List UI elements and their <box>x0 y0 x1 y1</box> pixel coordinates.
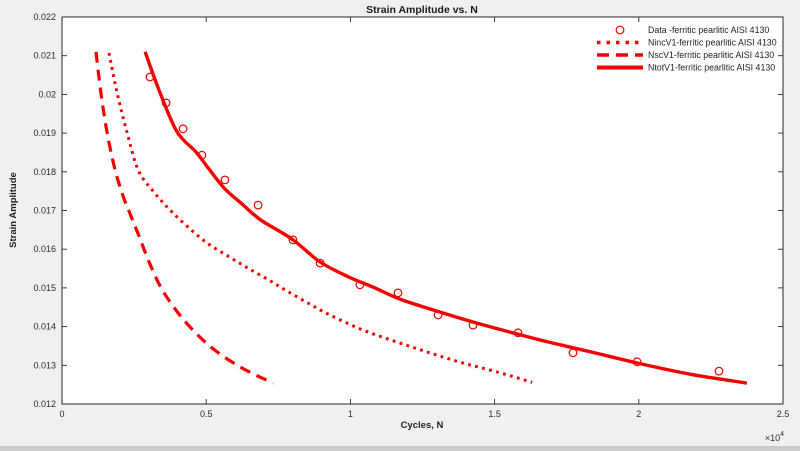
y-tick-label: 0.014 <box>33 322 56 332</box>
legend-item-ntot: NtotV1-ferritic pearlitic AISI 4130 <box>597 63 775 73</box>
multiplier-base: ×10 <box>765 433 780 443</box>
ticks-layer <box>61 16 784 405</box>
y-tick-label: 0.018 <box>33 167 56 177</box>
data-point-marker <box>178 124 188 134</box>
series-layer <box>94 51 748 385</box>
legend: Data -ferritic pearlitic AISI 4130 NincV… <box>597 25 777 73</box>
y-axis-label: Strain Amplitude <box>8 172 19 248</box>
multiplier-exponent: 4 <box>780 431 784 438</box>
x-tick-label: 0 <box>59 409 64 419</box>
y-tick-label: 0.017 <box>33 206 56 216</box>
data-point-marker <box>714 366 724 376</box>
legend-label-ninc: NincV1-ferritic pearlitic AISI 4130 <box>648 38 777 48</box>
plot-area <box>62 17 783 404</box>
legend-label-nsc: NscV1-ferritic pearlitic AISI 4130 <box>648 50 774 60</box>
y-tick-label: 0.016 <box>33 244 56 254</box>
y-tick-label: 0.021 <box>33 51 56 61</box>
y-tick-label: 0.02 <box>38 89 56 99</box>
y-tick-label: 0.022 <box>33 12 56 22</box>
series-path-dotted <box>107 52 533 384</box>
figure-bottom-edge <box>0 446 800 451</box>
x-tick-label: 2 <box>636 409 641 419</box>
y-tick-label: 0.015 <box>33 283 56 293</box>
y-tick-label: 0.013 <box>33 360 56 370</box>
x-tick-label: 0.5 <box>200 409 213 419</box>
legend-label-ntot: NtotV1-ferritic pearlitic AISI 4130 <box>648 63 775 73</box>
chart-title: Strain Amplitude vs. N <box>366 4 478 16</box>
legend-item-ninc: NincV1-ferritic pearlitic AISI 4130 <box>597 38 777 48</box>
x-tick-label: 1 <box>348 409 353 419</box>
y-tick-label: 0.012 <box>33 399 56 409</box>
data-point-marker <box>288 235 298 245</box>
data-point-marker <box>220 175 230 185</box>
x-tick-label: 2.5 <box>777 409 790 419</box>
legend-circle-marker-icon <box>615 25 625 35</box>
y-tick-label: 0.019 <box>33 128 56 138</box>
series-path-solid <box>143 51 748 385</box>
x-axis-label: Cycles, N <box>401 420 444 431</box>
x-tick-label: 1.5 <box>488 409 501 419</box>
legend-label-data: Data -ferritic pearlitic AISI 4130 <box>648 25 769 35</box>
data-point-marker <box>253 200 263 210</box>
legend-item-nsc: NscV1-ferritic pearlitic AISI 4130 <box>597 50 774 60</box>
x-axis-multiplier: ×104 <box>765 431 784 443</box>
tick-labels-layer: 0 0.5 1 1.5 2 2.5 0.022 0.021 0.02 0.019 0.018 0.01… <box>33 12 789 419</box>
series-path-dashed <box>94 51 274 385</box>
legend-item-data: Data -ferritic pearlitic AISI 4130 <box>615 25 769 35</box>
